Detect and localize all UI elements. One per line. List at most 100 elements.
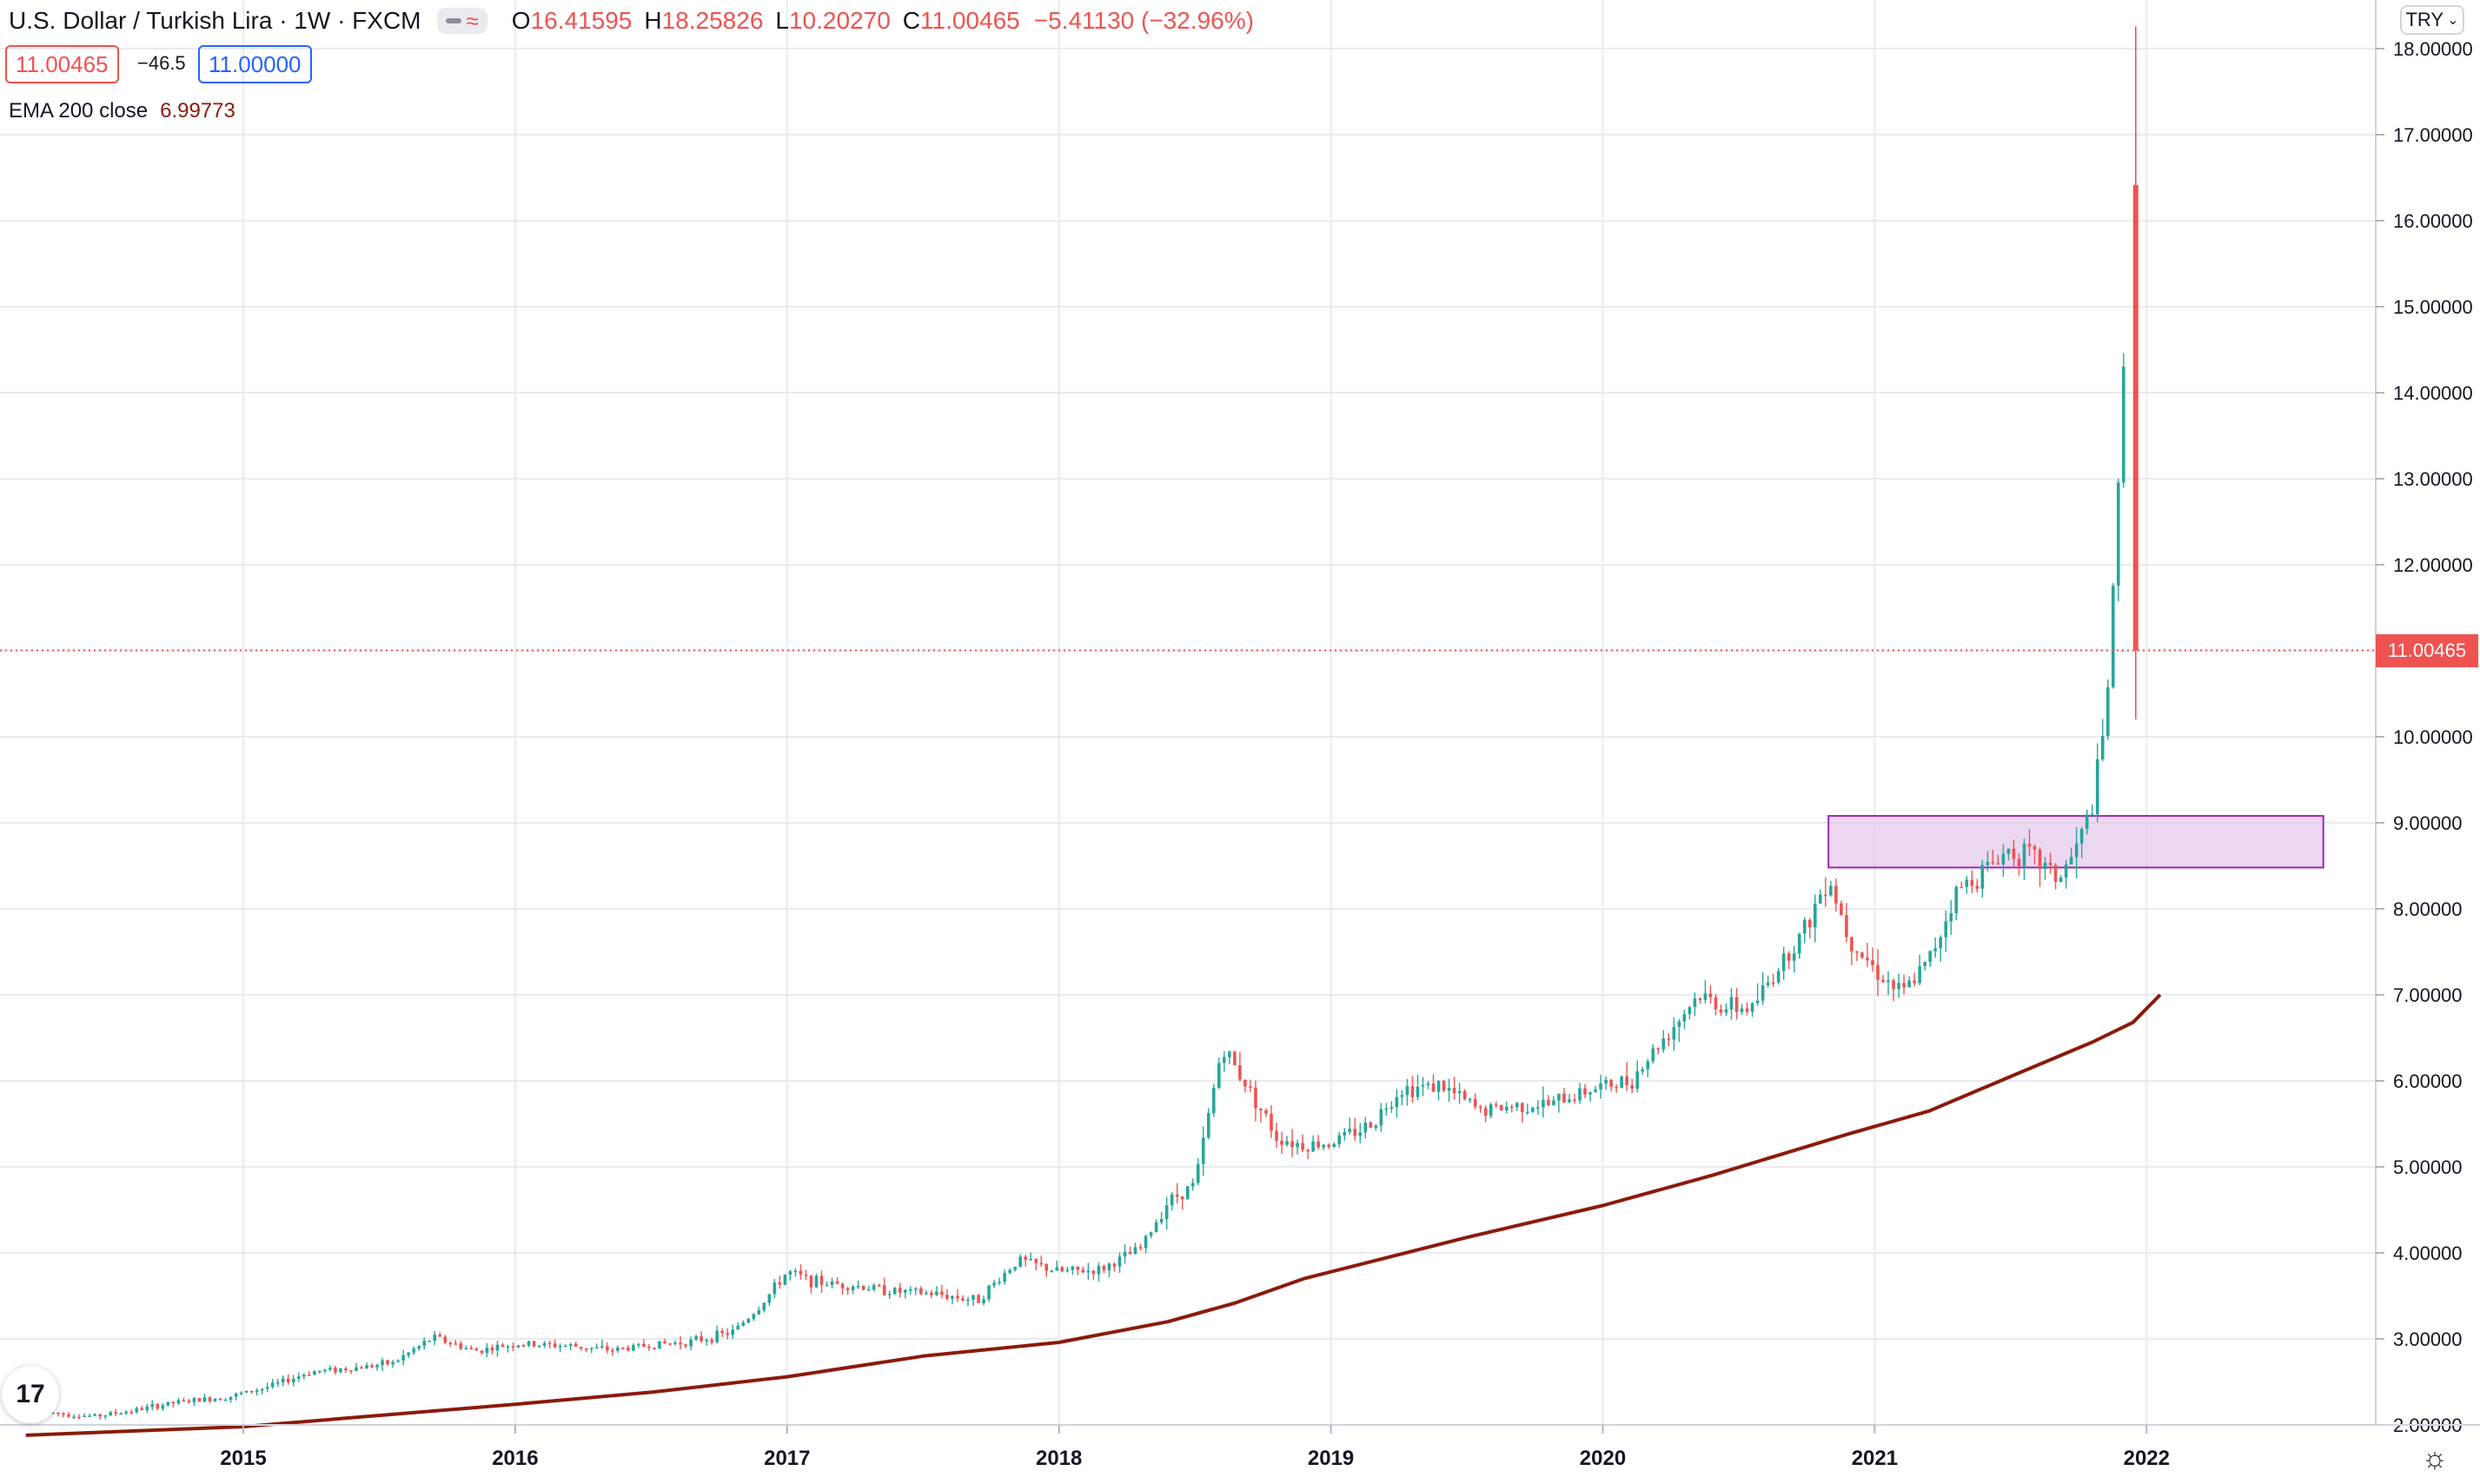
candle [731,1324,735,1340]
candle [1583,1083,1587,1099]
candle [166,1401,170,1407]
resistance-zone-rect[interactable] [1827,815,2324,869]
candle [1724,1003,1728,1017]
candle [1164,1196,1169,1230]
candle [898,1282,902,1298]
candle [1416,1074,1420,1101]
candle [966,1296,970,1307]
candle [459,1341,463,1351]
currency-button[interactable]: TRY ⌄ [2400,5,2464,35]
candle [741,1320,746,1327]
candle [589,1348,593,1354]
candle [114,1408,117,1417]
candle [1431,1074,1436,1092]
candle [752,1313,756,1322]
candle [542,1341,547,1348]
candle [1714,994,1718,1016]
candle [1635,1060,1640,1093]
candle [1797,932,1801,959]
year-tick-label: 2021 [1852,1447,1898,1470]
candle [265,1382,269,1393]
price-tick-label: 16.00000 [2393,210,2473,232]
candle [684,1343,687,1348]
candle [2059,875,2063,883]
candle [1065,1266,1070,1273]
candle [1970,870,1974,893]
candle [951,1295,954,1305]
change-value: −5.41130 (−32.96%) [1033,7,1254,34]
candle [302,1373,306,1380]
candle [1944,910,1948,952]
candle [365,1362,368,1369]
candle [511,1342,515,1352]
candle [1965,876,1969,894]
candle [83,1413,86,1418]
close-value: 11.00465 [920,7,1020,34]
sell-price-box[interactable]: 11.00465 [5,45,119,83]
candle [1933,937,1938,958]
gear-icon[interactable]: ☼ [2421,1441,2449,1474]
candle [495,1341,500,1357]
candle [1044,1263,1049,1277]
candle [1698,997,1702,1004]
candle [788,1269,792,1281]
candle [1285,1136,1289,1147]
candle [208,1395,212,1404]
ema-legend[interactable]: EMA 200 close 6.99773 [9,99,235,123]
candle [344,1366,348,1373]
visibility-toggle[interactable]: ≈ [436,8,487,34]
candle [877,1283,881,1287]
time-axis[interactable]: 2015 2016 2017 2018 2019 2020 2021 2022 [0,1424,2480,1470]
candle [2085,809,2089,835]
candle [1358,1123,1363,1144]
candle [1761,972,1765,1005]
candle [1557,1093,1561,1113]
candle [547,1340,552,1349]
candle [1531,1106,1535,1114]
candle [1483,1105,1488,1123]
candle [1688,1005,1692,1020]
candle [872,1283,876,1292]
price-axis[interactable]: 2.000003.000004.000005.000006.000007.000… [2375,0,2473,1436]
candle [1275,1123,1278,1149]
candle [229,1396,233,1403]
candle [480,1349,484,1355]
candle [2069,847,2073,865]
candle [438,1332,442,1337]
last-candle [2132,26,2139,719]
candle [1719,1004,1723,1017]
symbol-title[interactable]: U.S. Dollar / Turkish Lira · 1W · FXCM [9,7,421,34]
candle [1270,1104,1273,1138]
candle [773,1279,777,1299]
candle [1076,1266,1080,1275]
candle [1824,877,1827,907]
candle [992,1279,996,1289]
candle [1656,1047,1661,1055]
candle [935,1286,938,1296]
candle [2048,852,2052,874]
candle [1677,1018,1681,1043]
candle [255,1388,259,1396]
candle [417,1345,421,1351]
candle [819,1270,824,1293]
candle [140,1405,144,1411]
tradingview-logo-icon[interactable]: 17 [2,1366,59,1423]
highlight-zone[interactable] [1827,815,2324,869]
candle [192,1396,196,1407]
candle [1807,918,1812,939]
candle [1217,1057,1221,1090]
candle [1568,1093,1571,1103]
candle [182,1397,186,1401]
candle [1703,980,1707,1004]
currency-label: TRY [2405,9,2444,30]
candle [1892,977,1895,1002]
candle [218,1397,222,1401]
buy-price-box[interactable]: 11.00000 [198,45,312,83]
candle [381,1357,384,1372]
candle [109,1410,112,1416]
candle [323,1368,327,1374]
candle [313,1369,316,1375]
price-tick-label: 6.00000 [2393,1070,2463,1092]
candle [412,1346,415,1355]
